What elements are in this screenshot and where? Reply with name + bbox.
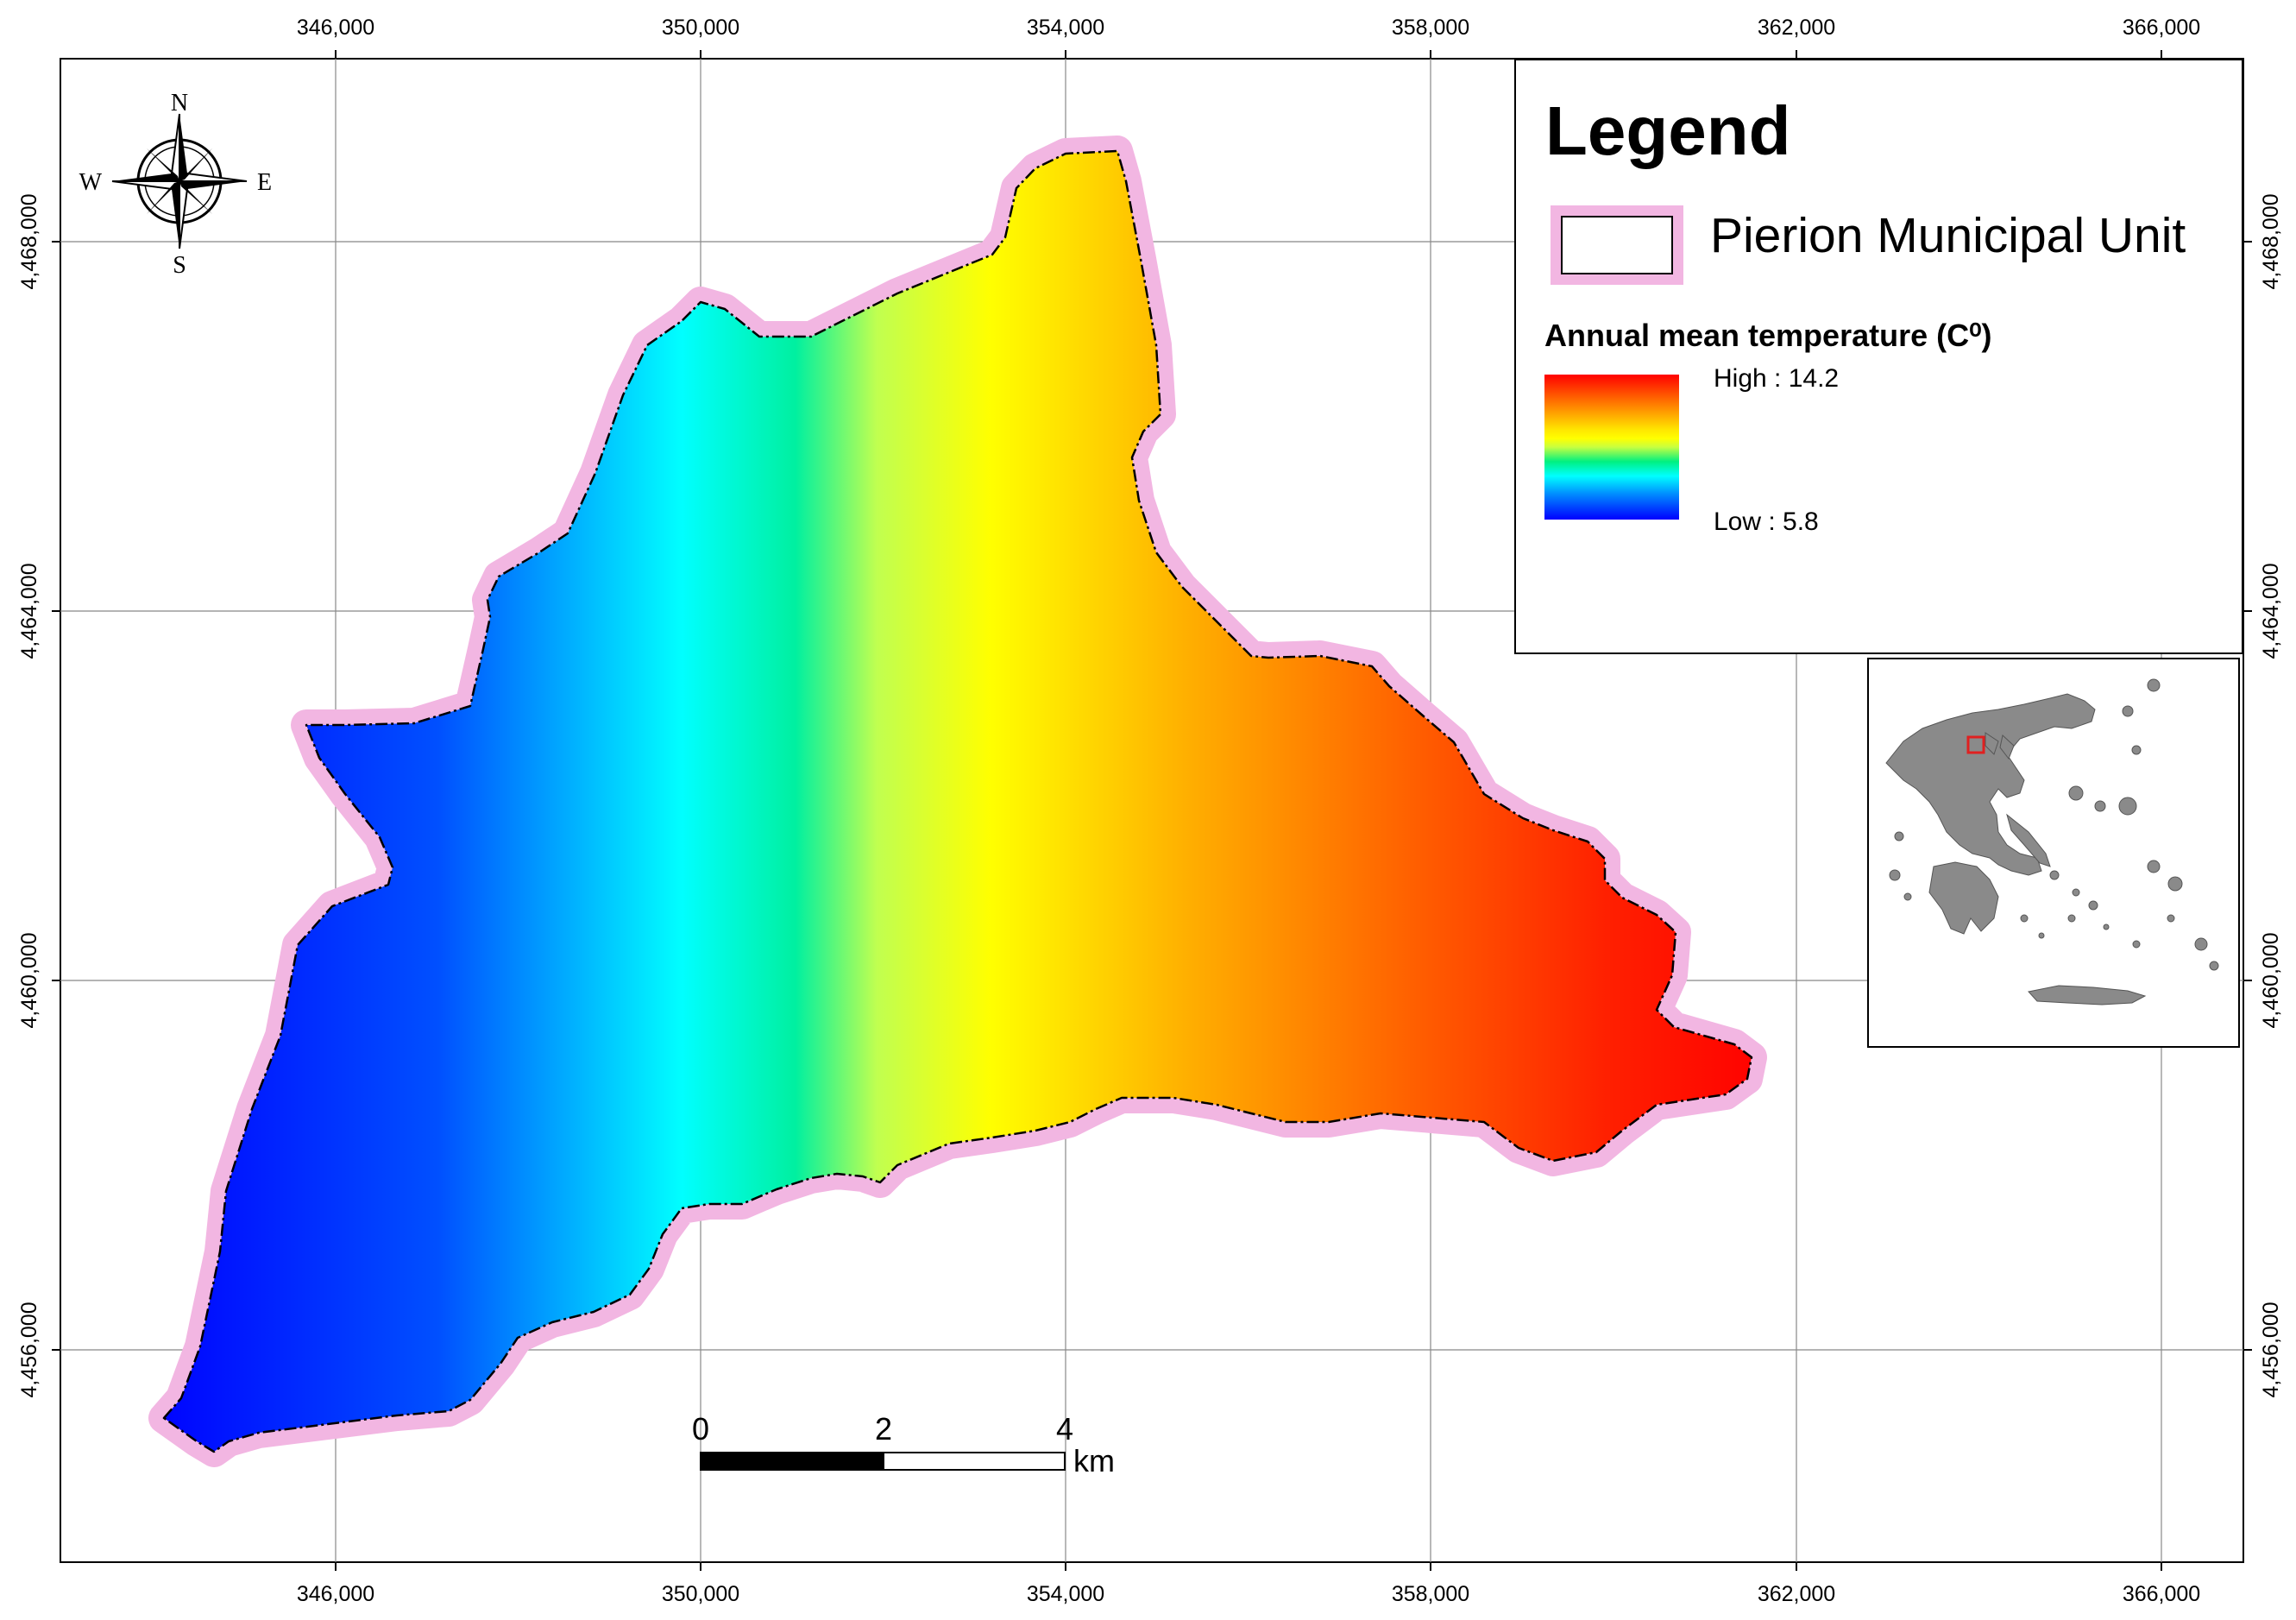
y-tick-label-right: 4,460,000 — [2259, 932, 2283, 1028]
tick-marks — [52, 50, 2252, 1571]
north-arrow-icon: N S E W — [79, 90, 273, 279]
scale-label-0: 0 — [692, 1411, 709, 1447]
y-tick-label-left: 4,456,000 — [17, 1302, 41, 1397]
y-tick-label-right: 4,468,000 — [2259, 193, 2283, 289]
y-tick-label-right: 4,456,000 — [2259, 1302, 2283, 1397]
x-tick-label-bottom: 366,000 — [2123, 1582, 2200, 1606]
y-tick-label-left: 4,468,000 — [17, 193, 41, 289]
x-tick-label-top: 350,000 — [662, 16, 739, 40]
scale-bar: 0 2 4 km — [692, 1411, 1115, 1478]
scale-unit: km — [1073, 1443, 1115, 1478]
pierion-municipal-unit — [148, 136, 1767, 1467]
y-tick-label-left: 4,460,000 — [17, 932, 41, 1028]
legend-panel: Legend Pierion Municipal Unit Annual mea… — [1514, 59, 2243, 654]
x-tick-label-top: 358,000 — [1392, 16, 1469, 40]
scale-label-4: 4 — [1056, 1411, 1073, 1447]
x-tick-label-top: 354,000 — [1027, 16, 1104, 40]
x-tick-label-top: 346,000 — [297, 16, 374, 40]
x-tick-label-top: 362,000 — [1758, 16, 1835, 40]
inset-locator-map — [1867, 658, 2240, 1048]
x-tick-label-bottom: 346,000 — [297, 1582, 374, 1606]
x-tick-label-bottom: 358,000 — [1392, 1582, 1469, 1606]
temperature-high-label: High : 14.2 — [1714, 364, 1840, 393]
temperature-color-ramp — [1544, 375, 1679, 520]
y-tick-label-left: 4,464,000 — [17, 563, 41, 659]
compass-e: E — [257, 169, 272, 196]
x-tick-label-bottom: 350,000 — [662, 1582, 739, 1606]
compass-s: S — [173, 252, 186, 279]
x-tick-label-top: 366,000 — [2123, 16, 2200, 40]
temperature-legend-title: Annual mean temperature (C⁰) — [1544, 318, 1992, 353]
y-tick-label-right: 4,464,000 — [2259, 563, 2283, 659]
temperature-low-label: Low : 5.8 — [1714, 507, 1819, 536]
municipality-label: Pierion Municipal Unit — [1710, 208, 2186, 263]
greece-outline — [1885, 678, 2219, 1005]
compass-n: N — [171, 90, 188, 117]
x-tick-label-bottom: 354,000 — [1027, 1582, 1104, 1606]
x-tick-label-bottom: 362,000 — [1758, 1582, 1835, 1606]
study-area-highlight — [1966, 735, 1985, 754]
legend-title: Legend — [1545, 92, 1791, 169]
compass-w: W — [79, 169, 103, 196]
municipality-boundary-swatch — [1551, 205, 1683, 285]
scale-label-2: 2 — [875, 1411, 892, 1447]
